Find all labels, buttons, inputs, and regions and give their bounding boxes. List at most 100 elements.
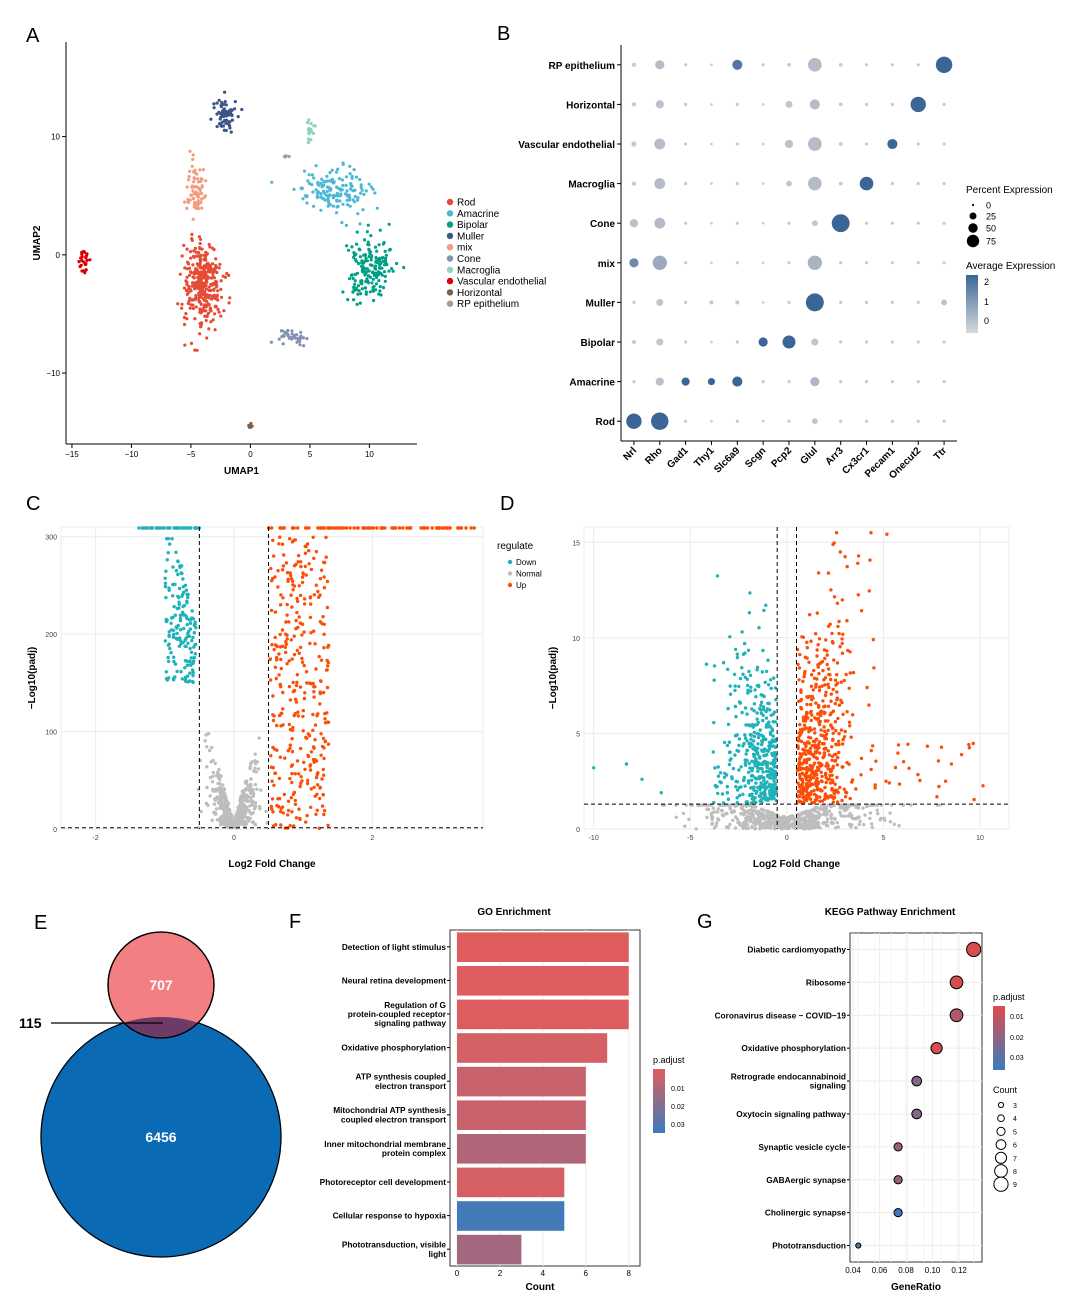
gene-point [241, 821, 245, 825]
gene-point [824, 764, 828, 768]
expression-dot [655, 377, 664, 386]
gene-point [810, 694, 814, 699]
gene-point [307, 681, 312, 685]
gene-point [171, 676, 176, 681]
gene-point [737, 737, 742, 741]
gene-point [187, 634, 192, 638]
cell-point [204, 253, 208, 257]
gene-point [834, 729, 838, 733]
cell-point [208, 293, 212, 297]
cell-point [195, 271, 200, 276]
cell-point [387, 269, 391, 273]
gene-point [295, 673, 299, 677]
cell-point [192, 170, 196, 174]
gene-point [287, 620, 291, 624]
gene-point [179, 670, 183, 674]
gene-point [401, 526, 405, 530]
gene-point [295, 648, 299, 653]
gene-point [830, 773, 834, 777]
gene-point [301, 714, 305, 719]
gene-point [854, 826, 858, 830]
cell-point [190, 185, 194, 189]
cell-point [292, 187, 296, 191]
cell-point [328, 203, 332, 207]
expression-dot [684, 419, 688, 423]
gene-point [822, 725, 826, 729]
gene-point [841, 737, 845, 742]
cell-point [356, 284, 361, 288]
cell-point [390, 267, 394, 271]
cell-point [209, 288, 213, 293]
cell-point [321, 189, 326, 193]
cell-point [186, 197, 190, 202]
color-legend-bar [653, 1069, 665, 1133]
gene-point [188, 621, 193, 625]
gene-point [287, 722, 292, 727]
cell-point [377, 292, 381, 296]
expression-dot [811, 220, 818, 227]
gene-point [842, 787, 846, 791]
cell-point [298, 339, 302, 343]
gene-point [925, 744, 930, 748]
gene-point [221, 783, 225, 787]
gene-point [786, 815, 791, 820]
go-term-label: Detection of light stimulus [342, 942, 447, 952]
gene-point [192, 631, 196, 635]
cell-point [327, 194, 331, 198]
gene-point [819, 728, 823, 732]
cell-point [366, 240, 370, 244]
expression-dot [916, 63, 920, 67]
cell-point [307, 173, 311, 177]
gene-point [742, 821, 746, 825]
gene-point [182, 626, 186, 631]
gene-point [217, 767, 221, 772]
cell-point [335, 191, 339, 195]
cell-point [348, 196, 352, 200]
gene-point [828, 622, 832, 626]
cell-point [312, 176, 316, 180]
cell-point [322, 197, 326, 201]
gene-point [814, 682, 818, 687]
gene-point [824, 823, 828, 828]
gene-point [801, 715, 806, 719]
gene-point [282, 526, 286, 530]
gene-point [286, 799, 291, 803]
gene-point [768, 708, 772, 712]
gene-point [824, 638, 828, 642]
cell-point [319, 181, 323, 185]
cluster-points [176, 232, 232, 352]
gene-point [277, 713, 282, 718]
expression-dot [890, 102, 894, 106]
gene-point [683, 824, 687, 828]
cell-point [193, 286, 197, 290]
gene-point [822, 809, 827, 813]
gene-point [772, 779, 776, 783]
expression-dot [890, 221, 894, 225]
cell-point [354, 287, 359, 292]
gene-point [325, 579, 330, 584]
gene-point [817, 671, 821, 676]
gene-point [319, 732, 323, 736]
cell-point [345, 189, 349, 193]
cell-point [223, 100, 227, 104]
cell-point [359, 279, 363, 283]
cell-point [188, 306, 192, 310]
cell-point [348, 172, 352, 176]
cell-point [357, 262, 361, 266]
expression-dot [787, 380, 791, 384]
go-bar [457, 1066, 586, 1097]
gene-point [174, 550, 178, 554]
gene-point [751, 725, 755, 729]
gene-point [801, 679, 805, 684]
gene-point [798, 819, 802, 823]
cell-point [209, 276, 213, 280]
color-legend-bar [993, 1006, 1005, 1070]
gene-point [186, 592, 190, 597]
y-tick-label: 5 [576, 731, 580, 738]
cell-point [217, 98, 221, 102]
chart-title: KEGG Pathway Enrichment [825, 907, 956, 918]
gene-point [316, 526, 320, 530]
cell-point [200, 206, 204, 210]
gene-point [292, 634, 296, 638]
